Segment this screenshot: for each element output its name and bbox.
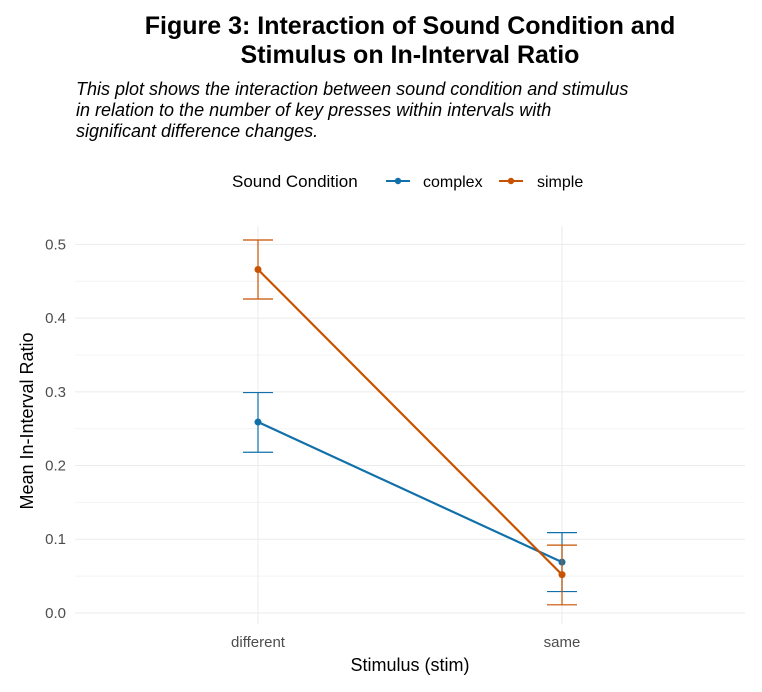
data-point-simple bbox=[558, 571, 566, 579]
y-axis-title: Mean In-Interval Ratio bbox=[17, 332, 37, 509]
legend-marker-simple bbox=[507, 177, 515, 185]
data-point-simple bbox=[254, 265, 262, 273]
chart-subtitle-line-3: significant difference changes. bbox=[76, 121, 319, 141]
legend: Sound Condition complex simple bbox=[232, 172, 583, 191]
legend-marker-complex bbox=[394, 177, 402, 185]
y-tick-label: 0.2 bbox=[45, 458, 66, 475]
y-tick-label: 0.3 bbox=[45, 384, 66, 401]
chart-title: Figure 3: Interaction of Sound Condition… bbox=[70, 12, 750, 70]
series-line-simple bbox=[257, 268, 563, 576]
series-line-complex bbox=[257, 421, 563, 564]
legend-item-simple: simple bbox=[499, 174, 583, 191]
axis-ticks: 0.0 0.1 0.2 0.3 0.4 0.5 different same bbox=[45, 236, 580, 651]
y-tick-label: 0.5 bbox=[45, 236, 66, 253]
y-tick-label: 0.0 bbox=[45, 605, 66, 622]
x-axis-title: Stimulus (stim) bbox=[350, 655, 469, 675]
series-simple bbox=[243, 239, 577, 606]
chart-title-line-1: Figure 3: Interaction of Sound Condition… bbox=[144, 12, 676, 40]
data-point-complex bbox=[254, 418, 262, 426]
x-tick-label-same: same bbox=[544, 634, 581, 651]
legend-label-simple: simple bbox=[537, 174, 583, 191]
chart-title-line-2: Stimulus on In-Interval Ratio bbox=[240, 41, 580, 69]
series-lines bbox=[243, 239, 577, 606]
chart-subtitle-line-1: This plot shows the interaction between … bbox=[76, 79, 629, 99]
y-tick-label: 0.1 bbox=[45, 531, 66, 548]
chart-subtitle-line-2: in relation to the number of key presses… bbox=[76, 100, 552, 120]
legend-title: Sound Condition bbox=[232, 172, 358, 191]
legend-item-complex: complex bbox=[386, 174, 483, 191]
x-tick-label-different: different bbox=[231, 634, 286, 651]
legend-label-complex: complex bbox=[423, 174, 483, 191]
y-tick-label: 0.4 bbox=[45, 310, 66, 327]
chart-subtitle: This plot shows the interaction between … bbox=[76, 79, 716, 142]
grid-lines bbox=[75, 226, 745, 624]
